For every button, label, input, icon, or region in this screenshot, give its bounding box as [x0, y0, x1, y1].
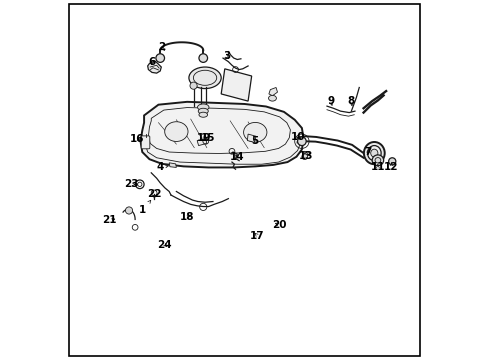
- Ellipse shape: [268, 95, 276, 101]
- Text: 1: 1: [139, 200, 150, 216]
- Circle shape: [301, 154, 307, 159]
- Text: 5: 5: [251, 136, 258, 145]
- Text: 3: 3: [223, 51, 230, 61]
- Text: 13: 13: [298, 150, 313, 161]
- Circle shape: [125, 207, 132, 214]
- Text: 18: 18: [180, 212, 194, 221]
- Ellipse shape: [370, 149, 377, 157]
- Polygon shape: [197, 139, 206, 145]
- Polygon shape: [247, 134, 255, 142]
- Text: 15: 15: [200, 133, 215, 143]
- Text: 16: 16: [129, 134, 144, 144]
- Polygon shape: [140, 102, 303, 167]
- Ellipse shape: [198, 108, 208, 114]
- Ellipse shape: [363, 142, 384, 164]
- Text: 12: 12: [384, 162, 398, 172]
- Circle shape: [199, 54, 207, 62]
- Polygon shape: [169, 163, 176, 167]
- Text: 23: 23: [124, 179, 139, 189]
- Ellipse shape: [371, 155, 383, 166]
- Text: 10: 10: [290, 132, 305, 142]
- Text: 2: 2: [157, 42, 164, 52]
- Polygon shape: [304, 151, 309, 156]
- Circle shape: [190, 82, 197, 89]
- Text: 8: 8: [347, 96, 354, 106]
- Polygon shape: [221, 69, 251, 101]
- Text: 7: 7: [364, 147, 371, 157]
- Circle shape: [156, 54, 164, 62]
- Ellipse shape: [199, 112, 207, 117]
- FancyBboxPatch shape: [141, 136, 149, 149]
- Text: 9: 9: [326, 96, 333, 106]
- Text: 22: 22: [147, 189, 162, 199]
- Text: 19: 19: [197, 133, 211, 143]
- Text: 21: 21: [102, 215, 116, 225]
- Ellipse shape: [197, 104, 208, 111]
- Text: 24: 24: [157, 239, 172, 249]
- Ellipse shape: [188, 67, 221, 89]
- Text: 6: 6: [148, 57, 156, 67]
- Polygon shape: [268, 87, 277, 96]
- Ellipse shape: [367, 145, 380, 161]
- Polygon shape: [147, 61, 161, 73]
- Text: 14: 14: [229, 152, 244, 162]
- Text: 4: 4: [156, 162, 168, 172]
- Text: 20: 20: [272, 220, 286, 230]
- Text: 11: 11: [370, 162, 385, 172]
- Ellipse shape: [164, 122, 187, 141]
- Circle shape: [388, 158, 395, 165]
- Ellipse shape: [243, 122, 266, 142]
- Text: 17: 17: [249, 231, 264, 240]
- Circle shape: [297, 137, 305, 145]
